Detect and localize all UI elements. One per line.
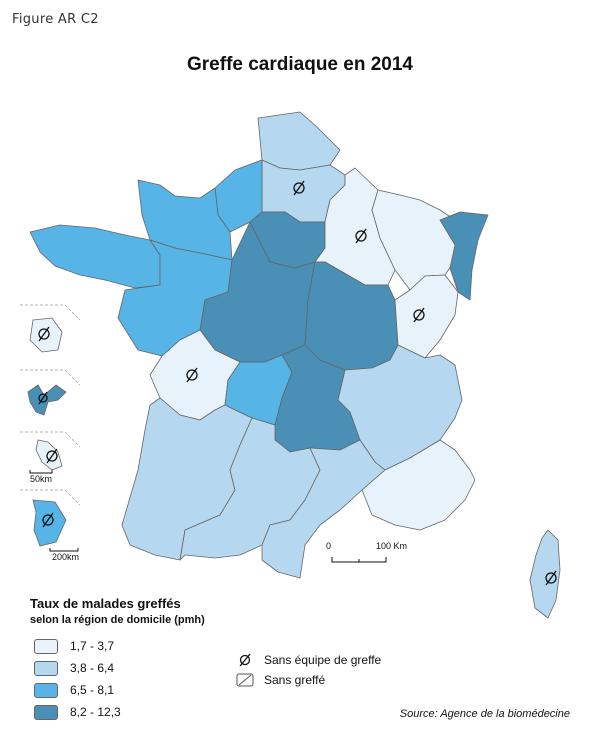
region-corse [529,529,561,619]
source-note: Source: Agence de la biomédecine [399,708,570,720]
inset-frame-guadeloupe [20,369,81,386]
map-title: Greffe cardiaque en 2014 [187,54,413,75]
legend-item: 6,5 - 8,1 [34,682,114,698]
legend-label: 8,2 - 12,3 [70,705,121,719]
legend-swatch [34,704,58,720]
inset-scale-label-50km: 50km [30,474,53,484]
legend-swatch [34,682,58,698]
legend-subtitle: selon la région de domicile (pmh) [30,614,205,626]
empty-set-icon [38,391,48,405]
legend-symbol-label: Sans greffé [264,673,326,687]
region-alsace [439,211,489,301]
region-paca [361,439,476,531]
empty-set-icon [293,180,305,196]
legend-symbol-item: Sans greffé [236,672,325,688]
legend-swatch [34,660,58,676]
inset-scale-label-200km: 200km [52,552,80,562]
region-nord-pas-de-calais [257,111,341,171]
region-la-reunion [29,317,63,353]
empty-set-icon [46,448,58,464]
region-martinique [35,439,63,471]
inset-scale-bar-200km [49,548,79,552]
empty-set-icon [239,653,251,667]
empty-set-icon [42,512,54,528]
scale-zero-label: 0 [326,541,332,551]
empty-set-icon [38,326,50,342]
region-bretagne [29,224,161,289]
inset-frame-reunion [20,304,81,321]
legend-label: 3,8 - 6,4 [70,661,115,675]
legend-label: 1,7 - 3,7 [70,639,115,653]
inset-scale-bar-50km [29,470,53,474]
scale-distance-label: 100 Km [376,541,408,551]
region-franche-comte [394,274,459,359]
legend-title: Taux de malades greffés [30,596,181,611]
empty-set-icon [186,367,198,383]
region-guyane [32,499,67,547]
legend-swatch [34,638,58,654]
inset-frame-guyane [20,489,81,506]
hatched-box-icon [236,673,254,687]
legend-item: 3,8 - 6,4 [34,660,114,676]
region-languedoc-roussillon [261,439,386,579]
legend-item: 8,2 - 12,3 [34,704,121,720]
legend-symbol-label: Sans équipe de greffe [264,653,382,667]
empty-set-icon [545,570,557,586]
inset-frame-martinique [20,431,81,448]
legend-label: 6,5 - 8,1 [70,683,115,697]
region-rhone-alpes [337,344,463,471]
empty-set-icon [413,307,425,323]
legend-symbol-item: Sans équipe de greffe [236,652,381,668]
region-midi-pyrenees [179,417,321,561]
legend-item: 1,7 - 3,7 [34,638,114,654]
scale-bar [331,557,387,563]
figure-label: Figure AR C2 [12,12,99,27]
empty-set-icon [355,228,367,244]
